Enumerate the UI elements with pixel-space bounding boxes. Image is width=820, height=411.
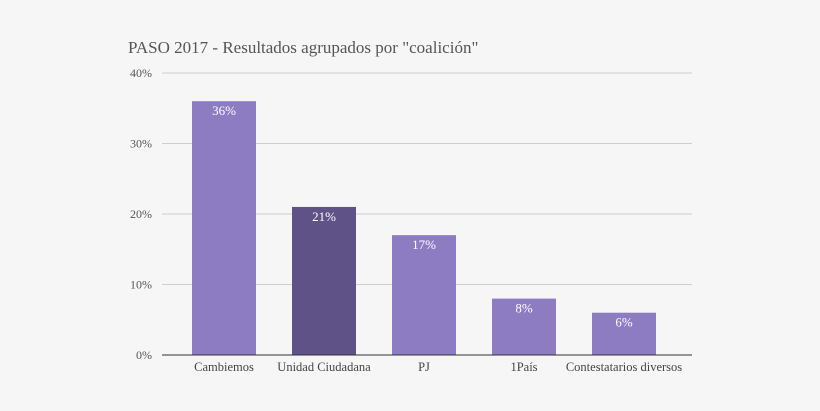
data-label: 36% [212,103,236,118]
bar [392,235,456,355]
x-tick-label: 1País [510,360,537,374]
axes: 0% 10% 20% 30% 40% Cambiemos Unidad Ciudadana P… [130,66,692,374]
bar [492,298,556,355]
x-tick-label: PJ [418,360,430,374]
data-labels: 36% 21% 17% 8% 6% [212,103,633,330]
y-tick-label: 10% [130,278,152,292]
bars [192,101,656,355]
bar [592,312,656,355]
y-tick-label: 30% [130,137,152,151]
data-label: 8% [515,301,533,316]
y-tick-label: 40% [130,66,152,80]
data-label: 6% [615,315,633,330]
x-tick-label: Cambiemos [194,360,254,374]
y-tick-label: 20% [130,207,152,221]
y-tick-label: 0% [136,348,152,362]
bar [192,101,256,355]
bar [292,206,356,355]
x-tick-label: Contestatarios diversos [566,360,682,374]
chart-title: PASO 2017 - Resultados agrupados por "co… [128,38,478,57]
data-label: 21% [312,209,336,224]
x-tick-label: Unidad Ciudadana [277,360,371,374]
data-label: 17% [412,237,436,252]
